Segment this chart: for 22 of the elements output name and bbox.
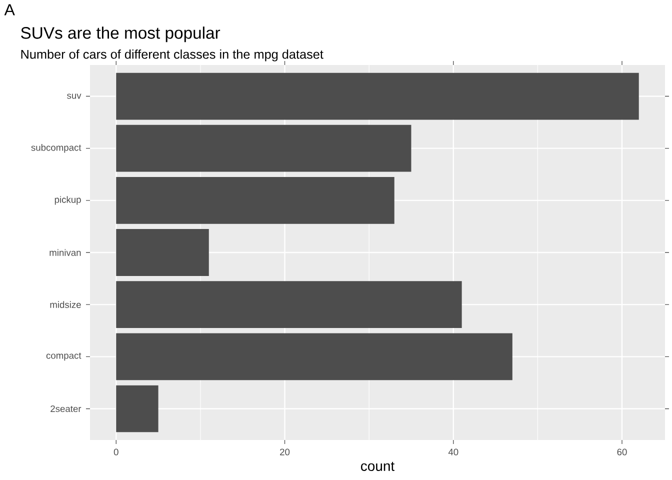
x-tick-label: 0 xyxy=(114,448,118,456)
x-axis-title: count xyxy=(360,462,395,472)
chart-subtitle: Number of cars of different classes in the mpg dataset xyxy=(21,49,324,62)
bar xyxy=(116,385,158,432)
bar xyxy=(116,229,209,276)
bar xyxy=(116,72,639,120)
y-tick-label: subcompact xyxy=(31,144,82,153)
y-tick-label: minivan xyxy=(50,249,81,256)
bar xyxy=(116,333,512,380)
text: A xyxy=(4,4,15,16)
y-tick-label: compact xyxy=(46,352,82,361)
chart-title: SUVs are the most popular xyxy=(21,26,220,42)
x-tick-label: 60 xyxy=(617,448,627,456)
bar xyxy=(116,281,462,328)
y-tick-label: pickup xyxy=(54,196,81,205)
x-tick-label: 40 xyxy=(448,448,458,456)
y-tick-label: 2seater xyxy=(50,405,82,412)
y-tick-label: suv xyxy=(67,94,82,99)
y-tick-label: midsize xyxy=(50,301,81,308)
bar xyxy=(116,176,394,224)
x-tick-label: 20 xyxy=(280,448,290,456)
bar xyxy=(116,124,412,172)
